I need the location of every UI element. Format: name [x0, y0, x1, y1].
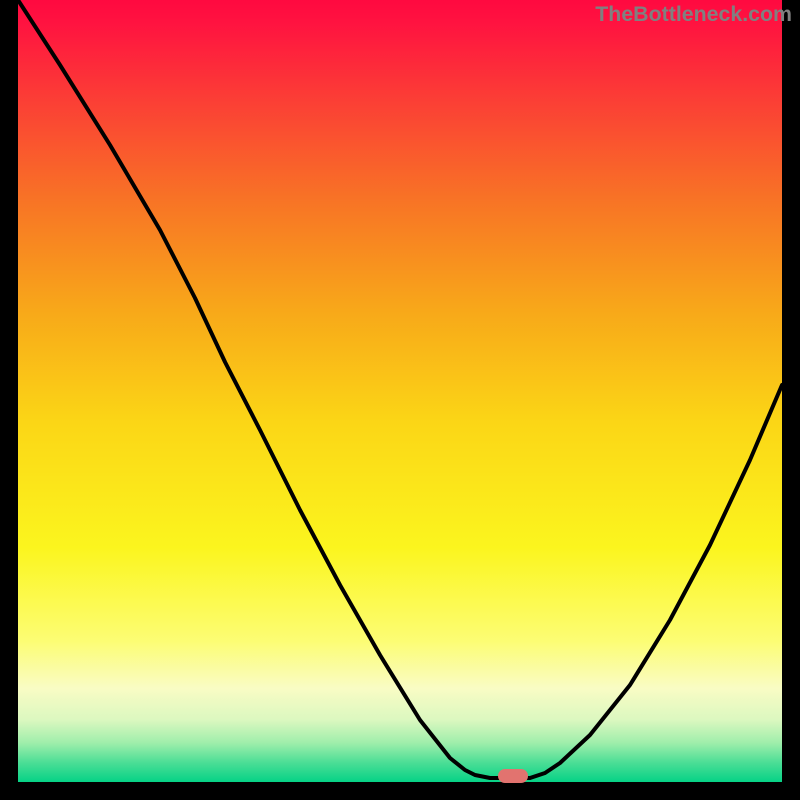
gradient-background — [18, 0, 782, 782]
watermark-text: TheBottleneck.com — [595, 2, 792, 27]
bottleneck-chart: TheBottleneck.com — [0, 0, 800, 800]
frame-right — [782, 0, 800, 800]
optimal-marker — [498, 769, 528, 783]
frame-left — [0, 0, 18, 800]
chart-svg — [0, 0, 800, 800]
frame-bottom — [0, 782, 800, 800]
